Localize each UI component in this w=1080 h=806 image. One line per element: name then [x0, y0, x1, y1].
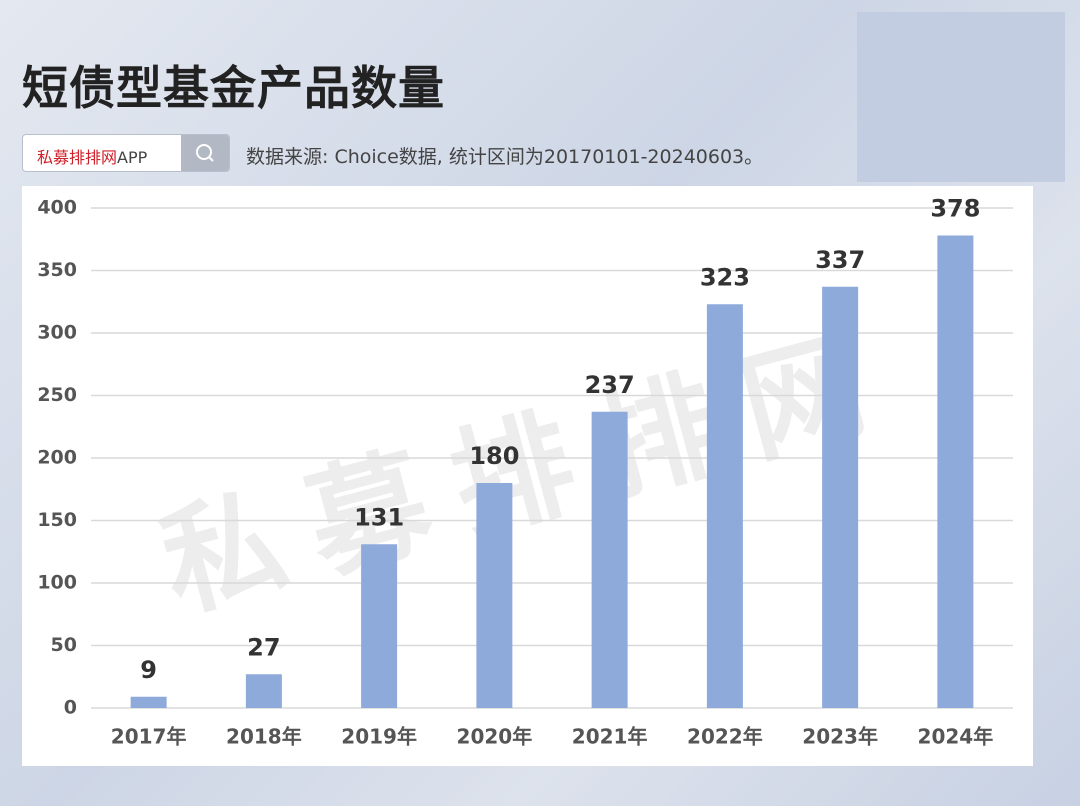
x-tick-label: 2019年 [341, 725, 417, 749]
bar [937, 235, 974, 708]
x-tick-label: 2021年 [572, 725, 648, 749]
source-note: 数据来源: Choice数据, 统计区间为20170101-20240603。 [246, 146, 764, 168]
x-tick-label: 2024年 [918, 725, 994, 749]
brand-suffix: APP [117, 148, 148, 167]
bar [361, 544, 398, 708]
bar [245, 674, 282, 708]
data-label: 131 [354, 503, 404, 531]
x-tick-label: 2023年 [802, 725, 878, 749]
decoration [857, 12, 1065, 182]
y-tick-label: 0 [64, 697, 77, 719]
bar [476, 483, 513, 708]
bar [706, 304, 743, 708]
data-label: 323 [700, 263, 750, 291]
bar [130, 696, 167, 708]
chart-title: 短债型基金产品数量 [22, 61, 445, 115]
x-tick-label: 2020年 [457, 725, 533, 749]
search-box[interactable]: 私募排排网APP [22, 134, 230, 172]
brand: 私募排排网 [37, 148, 118, 167]
x-tick-label: 2022年 [687, 725, 763, 749]
y-tick-label: 50 [51, 634, 77, 656]
x-tick-label: 2018年 [226, 725, 302, 749]
y-tick-label: 250 [37, 384, 77, 406]
bar [591, 411, 628, 708]
data-label: 180 [469, 442, 519, 470]
y-tick-label: 150 [37, 509, 77, 531]
y-tick-label: 100 [37, 572, 77, 594]
bar [822, 286, 859, 708]
y-tick-label: 400 [37, 197, 77, 219]
search-icon [196, 144, 214, 162]
data-label: 378 [930, 195, 980, 223]
x-tick-label: 2017年 [111, 725, 187, 749]
data-label: 337 [815, 246, 865, 274]
y-tick-label: 200 [37, 447, 77, 469]
chart-panel [22, 186, 1033, 766]
data-label: 27 [247, 633, 280, 661]
data-label: 237 [585, 371, 635, 399]
y-tick-label: 350 [37, 259, 77, 281]
data-label: 9 [140, 656, 157, 684]
y-tick-label: 300 [37, 322, 77, 344]
search-button[interactable] [181, 135, 229, 171]
